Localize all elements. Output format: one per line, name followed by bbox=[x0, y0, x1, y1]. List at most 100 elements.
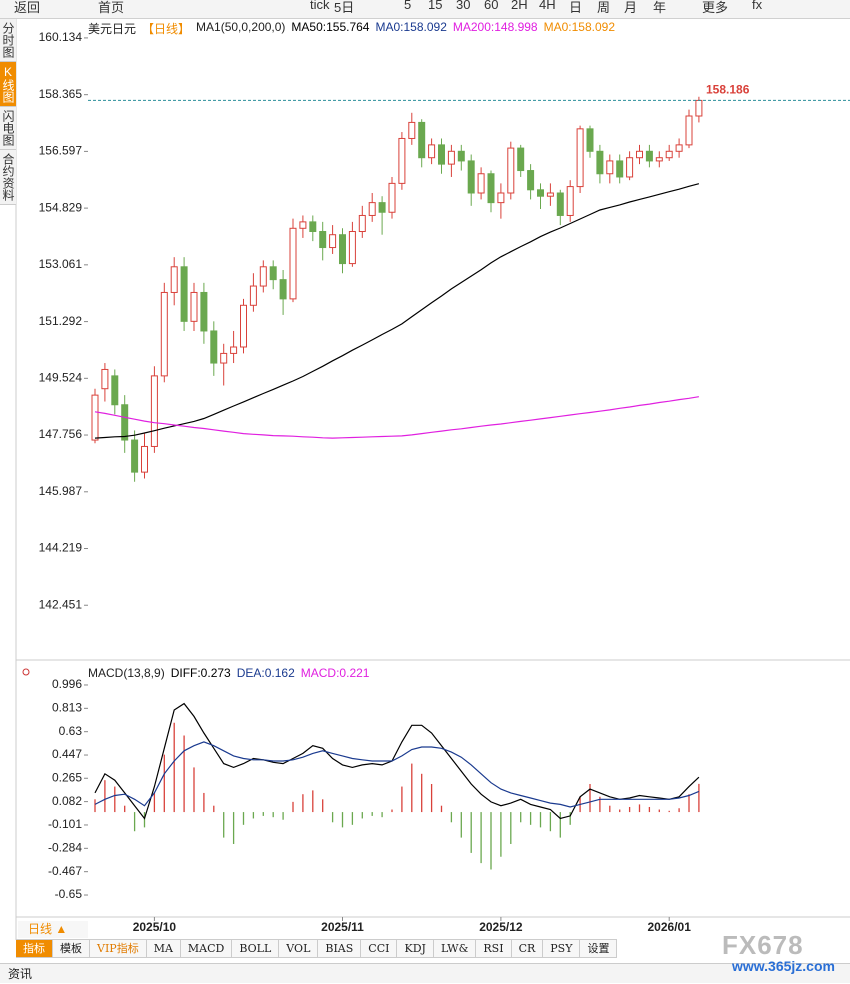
y-tick-label: 147.756 bbox=[39, 427, 83, 441]
candle-body bbox=[289, 227, 297, 300]
toolbar-button[interactable]: 5日 bbox=[334, 0, 355, 15]
toolbar-button[interactable]: 2H bbox=[511, 0, 528, 12]
candle-body bbox=[249, 285, 257, 306]
candle-body bbox=[279, 279, 287, 300]
toolbar: 返回 首页 tick 5日 5 15 30 60 2H 4H 日周月年 更多 fx bbox=[0, 0, 850, 19]
candle-body bbox=[636, 150, 643, 159]
candle-body bbox=[91, 394, 99, 441]
candle-body bbox=[457, 150, 465, 162]
side-tab[interactable]: 闪电图 bbox=[0, 107, 16, 150]
toolbar-button[interactable]: 60 bbox=[484, 0, 499, 12]
indicator-tab[interactable]: MACD bbox=[180, 940, 233, 957]
candle-body bbox=[586, 128, 594, 152]
period-button[interactable]: 日线 ▲ bbox=[18, 921, 88, 938]
macd-legend: MACD(13,8,9) DIFF:0.273 DEA:0.162 MACD:0.22… bbox=[88, 666, 369, 680]
ma-line bbox=[94, 396, 699, 439]
candle-body bbox=[368, 202, 376, 216]
indicator-tab[interactable]: KDJ bbox=[397, 940, 434, 957]
candle-body bbox=[537, 189, 544, 197]
candle-body bbox=[111, 375, 119, 406]
indicator-tab[interactable]: BIAS bbox=[318, 940, 362, 957]
x-tick-label: 2025/11 bbox=[321, 920, 364, 934]
candle-body bbox=[180, 266, 188, 322]
candle-body bbox=[299, 221, 307, 229]
toolbar-button[interactable]: 30 bbox=[456, 0, 471, 12]
candle-body bbox=[507, 147, 515, 194]
indicator-tab[interactable]: CCI bbox=[361, 940, 398, 957]
y-tick-label: -0.467 bbox=[48, 864, 82, 878]
candle-body bbox=[358, 214, 366, 233]
ma-line bbox=[94, 183, 700, 439]
toolbar-button[interactable]: 年 bbox=[653, 0, 667, 15]
y-tick-label: 149.524 bbox=[39, 370, 83, 384]
toolbar-button[interactable]: 5 bbox=[404, 0, 412, 12]
candle-body bbox=[101, 368, 109, 390]
candle-body bbox=[378, 202, 386, 213]
x-tick-label: 2025/12 bbox=[479, 920, 523, 934]
indicator-tab[interactable]: MA bbox=[146, 940, 181, 957]
candle-body bbox=[230, 346, 238, 354]
toolbar-button[interactable]: tick bbox=[310, 0, 330, 12]
y-tick-label: 0.813 bbox=[52, 700, 82, 714]
legend-item: DEA:0.162 bbox=[236, 666, 295, 680]
side-tab[interactable]: 合约资料 bbox=[0, 150, 16, 205]
candle-body bbox=[497, 192, 505, 204]
side-tab[interactable]: 分时图 bbox=[0, 19, 16, 62]
candle-body bbox=[487, 173, 495, 204]
candle-body bbox=[546, 192, 554, 197]
candle-body bbox=[527, 170, 535, 191]
candle-body bbox=[388, 182, 396, 213]
toolbar-button[interactable]: 周 bbox=[597, 0, 611, 15]
footer[interactable]: 资讯 bbox=[0, 963, 850, 983]
indicator-tab[interactable]: BOLL bbox=[232, 940, 280, 957]
indicator-tab[interactable]: LW& bbox=[433, 940, 477, 957]
indicator-tab[interactable]: VIP指标 bbox=[90, 940, 147, 957]
candle-body bbox=[200, 291, 208, 332]
legend-item: MACD(13,8,9) bbox=[88, 666, 165, 680]
y-tick-label: 0.265 bbox=[52, 770, 82, 784]
candle-body bbox=[408, 121, 416, 139]
candle-body bbox=[210, 330, 218, 364]
toolbar-button[interactable]: fx bbox=[752, 0, 763, 12]
candle-body bbox=[685, 115, 693, 146]
candle-body bbox=[467, 160, 475, 194]
candle-body bbox=[141, 445, 148, 473]
candle-body bbox=[259, 266, 267, 287]
ma-line bbox=[94, 702, 700, 820]
legend-item: MA200:148.998 bbox=[452, 20, 538, 34]
settings-icon bbox=[22, 668, 30, 676]
indicator-tab[interactable]: 指标 bbox=[16, 940, 53, 957]
legend-item: MA0:158.092 bbox=[543, 20, 615, 34]
last-price-label: 158.186 bbox=[706, 83, 750, 97]
indicator-tab[interactable]: 设置 bbox=[580, 940, 618, 957]
candle-body bbox=[616, 160, 624, 178]
price-legend: 美元日元 【日线】 MA1(50,0,200,0) MA50:155.764 MA0:1… bbox=[88, 20, 615, 37]
toolbar-button[interactable]: 15 bbox=[428, 0, 443, 12]
y-tick-label: 151.292 bbox=[39, 314, 83, 328]
toolbar-button[interactable]: 首页 bbox=[98, 0, 125, 15]
toolbar-button[interactable]: 4H bbox=[539, 0, 556, 12]
indicator-tab[interactable]: CR bbox=[511, 940, 544, 957]
toolbar-button[interactable]: 更多 bbox=[702, 0, 729, 15]
candle-body bbox=[170, 266, 178, 293]
toolbar-button[interactable]: 日 bbox=[569, 0, 583, 15]
candle-body bbox=[160, 291, 168, 377]
toolbar-button[interactable]: 月 bbox=[624, 0, 638, 15]
legend-item: 美元日元 bbox=[88, 22, 137, 36]
indicator-tab[interactable]: PSY bbox=[543, 940, 581, 957]
candle-body bbox=[695, 99, 703, 117]
candle-body bbox=[428, 144, 436, 159]
toolbar-button[interactable]: 返回 bbox=[14, 0, 41, 15]
y-tick-label: 0.447 bbox=[52, 747, 82, 761]
legend-item: MA50:155.764 bbox=[291, 20, 370, 34]
indicator-tab[interactable]: VOL bbox=[279, 940, 319, 957]
indicator-tab[interactable]: 模板 bbox=[53, 940, 90, 957]
legend-item: MACD:0.221 bbox=[300, 666, 370, 680]
candle-body bbox=[675, 144, 683, 152]
side-tab[interactable]: K线图 bbox=[0, 62, 16, 107]
candle-body bbox=[190, 291, 198, 322]
candle-body bbox=[269, 266, 277, 281]
indicator-tab[interactable]: RSI bbox=[476, 940, 512, 957]
legend-item: MA1(50,0,200,0) bbox=[196, 20, 286, 34]
